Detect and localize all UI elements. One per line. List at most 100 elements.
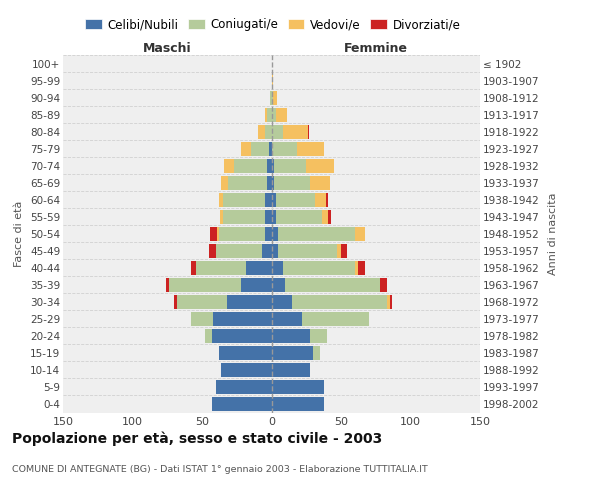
Bar — [326, 192, 328, 206]
Bar — [271, 312, 302, 326]
Bar — [271, 210, 275, 224]
Text: Maschi: Maschi — [143, 42, 191, 55]
Bar — [269, 142, 271, 156]
Bar — [241, 142, 251, 156]
Bar — [271, 227, 278, 240]
Bar — [251, 142, 269, 156]
Bar — [191, 312, 213, 326]
Bar — [227, 295, 271, 309]
Bar — [268, 158, 271, 172]
Bar — [212, 329, 271, 343]
Bar — [212, 397, 271, 411]
Bar — [270, 90, 271, 104]
Bar — [223, 192, 265, 206]
Bar — [265, 108, 268, 122]
Bar — [216, 380, 271, 394]
Bar — [257, 124, 265, 138]
Bar — [283, 261, 355, 275]
Bar — [265, 227, 271, 240]
Bar — [221, 176, 229, 190]
Bar — [271, 329, 310, 343]
Bar — [209, 244, 216, 258]
Bar — [271, 192, 275, 206]
Bar — [265, 210, 271, 224]
Bar — [278, 244, 337, 258]
Legend: Celibi/Nubili, Coniugati/e, Vedovi/e, Divorziati/e: Celibi/Nubili, Coniugati/e, Vedovi/e, Di… — [80, 14, 466, 36]
Bar — [268, 108, 271, 122]
Bar — [262, 244, 271, 258]
Bar — [271, 158, 274, 172]
Y-axis label: Fasce di età: Fasce di età — [14, 200, 25, 267]
Bar — [380, 278, 387, 292]
Bar — [273, 90, 277, 104]
Bar — [306, 158, 334, 172]
Bar — [296, 142, 325, 156]
Bar — [169, 278, 241, 292]
Bar — [271, 90, 273, 104]
Bar — [218, 192, 223, 206]
Bar — [314, 192, 326, 206]
Bar — [271, 295, 292, 309]
Bar — [271, 142, 296, 156]
Bar — [328, 210, 331, 224]
Bar — [337, 244, 341, 258]
Bar — [271, 244, 278, 258]
Bar — [355, 261, 358, 275]
Y-axis label: Anni di nascita: Anni di nascita — [548, 192, 558, 275]
Bar — [265, 124, 271, 138]
Bar — [271, 363, 310, 377]
Bar — [241, 278, 271, 292]
Bar — [271, 261, 283, 275]
Bar — [271, 397, 325, 411]
Bar — [274, 176, 310, 190]
Bar — [224, 158, 234, 172]
Bar — [358, 261, 365, 275]
Bar — [218, 346, 271, 360]
Bar — [205, 329, 212, 343]
Bar — [310, 329, 327, 343]
Bar — [355, 227, 365, 240]
Bar — [286, 278, 380, 292]
Bar — [218, 227, 265, 240]
Bar — [191, 261, 196, 275]
Bar — [274, 158, 306, 172]
Bar — [271, 108, 275, 122]
Bar — [389, 295, 392, 309]
Bar — [278, 227, 355, 240]
Bar — [271, 74, 273, 88]
Bar — [247, 261, 271, 275]
Bar — [220, 210, 223, 224]
Bar — [174, 295, 177, 309]
Bar — [268, 176, 271, 190]
Bar — [308, 124, 309, 138]
Bar — [275, 108, 287, 122]
Bar — [223, 210, 265, 224]
Bar — [271, 278, 286, 292]
Text: Femmine: Femmine — [344, 42, 408, 55]
Bar — [271, 124, 283, 138]
Bar — [313, 346, 320, 360]
Bar — [166, 278, 169, 292]
Bar — [292, 295, 387, 309]
Bar — [211, 227, 217, 240]
Bar — [341, 244, 347, 258]
Bar — [213, 312, 271, 326]
Bar — [217, 227, 218, 240]
Bar — [265, 192, 271, 206]
Bar — [271, 346, 313, 360]
Bar — [275, 210, 322, 224]
Bar — [177, 295, 227, 309]
Bar — [221, 363, 271, 377]
Bar — [229, 176, 268, 190]
Text: Popolazione per età, sesso e stato civile - 2003: Popolazione per età, sesso e stato civil… — [12, 431, 382, 446]
Text: COMUNE DI ANTEGNATE (BG) - Dati ISTAT 1° gennaio 2003 - Elaborazione TUTTITALIA.: COMUNE DI ANTEGNATE (BG) - Dati ISTAT 1°… — [12, 466, 428, 474]
Bar — [196, 261, 247, 275]
Bar — [322, 210, 328, 224]
Bar — [310, 176, 330, 190]
Bar — [234, 158, 268, 172]
Bar — [275, 192, 314, 206]
Bar — [387, 295, 389, 309]
Bar — [283, 124, 308, 138]
Bar — [271, 176, 274, 190]
Bar — [216, 244, 262, 258]
